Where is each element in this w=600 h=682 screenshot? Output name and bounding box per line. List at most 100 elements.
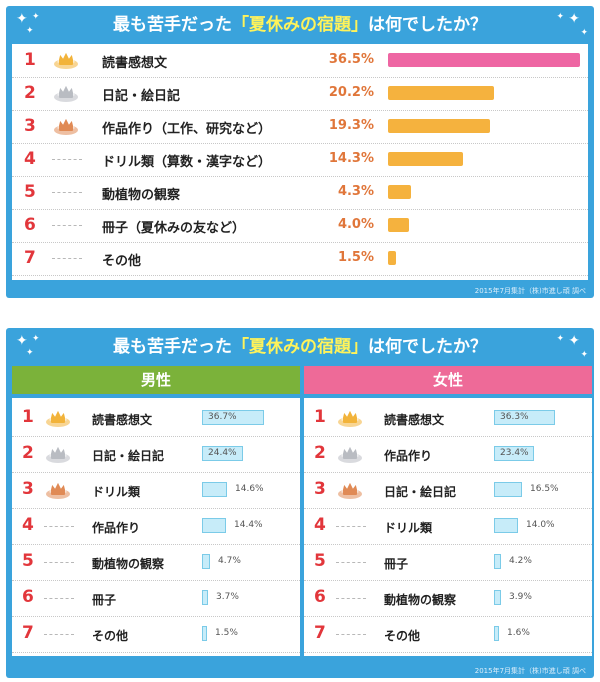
item-label: 動植物の観察 xyxy=(384,593,457,607)
percent-label: 4.0% xyxy=(337,217,374,232)
divider-dashes xyxy=(336,562,366,563)
item-label: ドリル類（算数・漢字など） xyxy=(102,155,272,170)
gender-ranking-panel: ✦ ✦ ✦ 最も苦手だった「夏休みの宿題」は何でしたか？ ✦ ✦ ✦ 男性 1 読… xyxy=(6,328,594,678)
divider-dashes xyxy=(52,159,82,160)
male-chart: 1 読書感想文 36.7% 2 日記・絵日記 24.4% 3 ドリル類 14.6% 4 作品作り 14… xyxy=(12,398,300,656)
silver-crown-medal-icon xyxy=(46,445,70,463)
bronze-crown-medal-icon xyxy=(338,481,362,499)
item-label: その他 xyxy=(384,629,421,643)
gold-crown-medal-icon xyxy=(338,409,362,427)
gold-crown-medal-icon xyxy=(46,409,70,427)
female-chart: 1 読書感想文 36.3% 2 作品作り 23.4% 3 日記・絵日記 16.5% 4 ドリル類 14… xyxy=(304,398,592,656)
percent-label: 14.3% xyxy=(328,151,374,166)
bar xyxy=(202,626,207,641)
rank-number: 1 xyxy=(22,407,34,427)
bar xyxy=(202,446,243,461)
percent-label: 23.4% xyxy=(500,448,529,458)
bar xyxy=(388,251,396,265)
sparkle-icon: ✦ xyxy=(26,348,34,358)
rank-number: 3 xyxy=(22,479,34,499)
item-label: 日記・絵日記 xyxy=(92,449,165,463)
table-row: 4 作品作り 14.4% xyxy=(12,508,300,545)
item-label: 作品作り xyxy=(384,449,433,463)
item-label: 動植物の観察 xyxy=(92,557,165,571)
gender-footnote: 2015年7月集計（株)市進し頑 調べ xyxy=(474,667,586,675)
item-label: 動植物の観察 xyxy=(102,188,181,203)
sparkle-icon: ✦ xyxy=(32,12,40,22)
silver-crown-medal-icon xyxy=(338,445,362,463)
overall-ranking-panel: ✦ ✦ ✦ 最も苦手だった「夏休みの宿題」は何でしたか？ ✦ ✦ ✦ 1 読書感想… xyxy=(6,6,594,298)
bronze-crown-medal-icon xyxy=(46,481,70,499)
table-row: 5 冊子 4.2% xyxy=(304,544,592,581)
female-header: 女性 xyxy=(304,366,592,394)
divider-dashes xyxy=(44,634,74,635)
title-pre: 最も苦手だった xyxy=(113,15,232,35)
item-label: 冊子（夏休みの友など） xyxy=(102,221,246,236)
table-row: 6 動植物の観察 3.9% xyxy=(304,580,592,617)
bar xyxy=(494,554,501,569)
rank-number: 7 xyxy=(24,248,36,268)
table-row: 4 ドリル類 14.0% xyxy=(304,508,592,545)
percent-label: 24.4% xyxy=(208,448,237,458)
divider-dashes xyxy=(336,634,366,635)
percent-label: 4.2% xyxy=(509,556,532,566)
bar xyxy=(494,590,501,605)
rank-number: 4 xyxy=(22,515,34,535)
rank-number: 6 xyxy=(314,587,326,607)
table-row: 3 作品作り（工作、研究など） 19.3% xyxy=(12,110,588,144)
bar xyxy=(388,86,494,100)
rank-number: 2 xyxy=(24,83,36,103)
item-label: その他 xyxy=(92,629,129,643)
divider-dashes xyxy=(336,526,366,527)
rank-number: 4 xyxy=(314,515,326,535)
item-label: 読書感想文 xyxy=(92,413,153,427)
sparkle-icon: ✦ xyxy=(568,333,580,349)
table-row: 7 その他 1.5% xyxy=(12,616,300,653)
rank-number: 2 xyxy=(314,443,326,463)
item-label: 冊子 xyxy=(92,593,117,607)
rank-number: 5 xyxy=(24,182,36,202)
rank-number: 2 xyxy=(22,443,34,463)
table-row: 3 ドリル類 14.6% xyxy=(12,472,300,509)
gold-crown-medal-icon xyxy=(54,51,78,69)
percent-label: 36.7% xyxy=(208,412,237,422)
sparkle-icon: ✦ xyxy=(16,333,28,349)
table-row: 7 その他 1.6% xyxy=(304,616,592,653)
item-label: 作品作り（工作、研究など） xyxy=(102,122,272,137)
title-highlight: 「夏休みの宿題」 xyxy=(232,15,368,35)
item-label: 読書感想文 xyxy=(102,56,168,71)
female-column: 女性 1 読書感想文 36.3% 2 作品作り 23.4% 3 日記・絵日記 16.5% 4 ドリル… xyxy=(304,366,592,656)
title-highlight: 「夏休みの宿題」 xyxy=(232,337,368,357)
percent-label: 1.6% xyxy=(507,628,530,638)
table-row: 1 読書感想文 36.7% xyxy=(12,400,300,437)
overall-title: ✦ ✦ ✦ 最も苦手だった「夏休みの宿題」は何でしたか？ ✦ ✦ ✦ xyxy=(6,6,594,44)
table-row: 1 読書感想文 36.3% xyxy=(304,400,592,437)
rank-number: 5 xyxy=(22,551,34,571)
percent-label: 14.0% xyxy=(526,520,555,530)
rank-number: 3 xyxy=(24,116,36,136)
bar xyxy=(494,482,522,497)
percent-label: 36.3% xyxy=(500,412,529,422)
rank-number: 3 xyxy=(314,479,326,499)
percent-label: 1.5% xyxy=(215,628,238,638)
bar xyxy=(202,410,264,425)
table-row: 7 その他 1.5% xyxy=(12,242,588,276)
bar xyxy=(388,152,463,166)
rank-number: 1 xyxy=(314,407,326,427)
percent-label: 20.2% xyxy=(328,85,374,100)
rank-number: 5 xyxy=(314,551,326,571)
bar xyxy=(494,626,499,641)
table-row: 4 ドリル類（算数・漢字など） 14.3% xyxy=(12,143,588,177)
item-label: 読書感想文 xyxy=(384,413,445,427)
percent-label: 14.6% xyxy=(235,484,264,494)
bar xyxy=(202,518,226,533)
title-post: は何でしたか？ xyxy=(368,337,487,357)
item-label: 日記・絵日記 xyxy=(384,485,457,499)
table-row: 2 日記・絵日記 24.4% xyxy=(12,436,300,473)
percent-label: 14.4% xyxy=(234,520,263,530)
gender-title: ✦ ✦ ✦ 最も苦手だった「夏休みの宿題」は何でしたか？ ✦ ✦ ✦ xyxy=(6,328,594,366)
sparkle-icon: ✦ xyxy=(16,11,28,27)
bar xyxy=(202,590,208,605)
sparkle-icon: ✦ xyxy=(568,11,580,27)
percent-label: 4.7% xyxy=(218,556,241,566)
